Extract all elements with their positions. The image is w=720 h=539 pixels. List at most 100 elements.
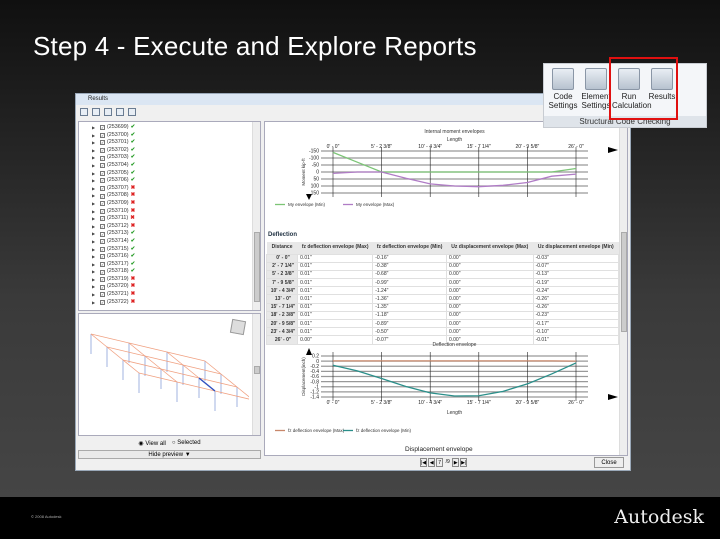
tree-item[interactable]: ▶ ✓ (253717) ✔: [92, 260, 136, 267]
checkbox[interactable]: ✓: [100, 277, 105, 283]
first-page-button[interactable]: |◀: [420, 458, 428, 467]
hide-preview-button[interactable]: Hide preview ▼: [78, 450, 261, 459]
export-icon[interactable]: [80, 107, 88, 116]
page-input[interactable]: 7: [436, 458, 444, 467]
view-cube-icon[interactable]: [229, 318, 247, 336]
next-page-button[interactable]: ▶: [452, 458, 460, 467]
expand-icon[interactable]: ▶: [92, 276, 96, 282]
ribbon-button-element-settings[interactable]: Element Settings: [579, 68, 613, 110]
expand-icon[interactable]: ▶: [92, 162, 96, 168]
checkbox[interactable]: ✓: [100, 163, 105, 169]
table-cell: -1.36": [372, 294, 447, 304]
y-tick-label: 100: [311, 184, 320, 190]
checkbox[interactable]: ✓: [100, 269, 105, 275]
expand-icon[interactable]: ▶: [92, 261, 96, 267]
tree-item[interactable]: ▶ ✓ (253706) ✔: [92, 177, 136, 184]
structure-3d-view[interactable]: [79, 314, 254, 424]
selected-radio[interactable]: ○ Selected: [171, 440, 201, 446]
checkbox[interactable]: ✓: [100, 299, 105, 305]
checkbox[interactable]: ✓: [100, 292, 105, 298]
expand-icon[interactable]: ▶: [92, 238, 96, 244]
checkbox[interactable]: ✓: [100, 170, 105, 176]
checkbox[interactable]: ✓: [100, 148, 105, 154]
checkbox[interactable]: ✓: [100, 193, 105, 199]
undo-icon[interactable]: [92, 107, 100, 116]
tree-item[interactable]: ▶ ✓ (253704) ✔: [92, 161, 136, 169]
checkbox[interactable]: ✓: [100, 239, 105, 245]
view-all-radio[interactable]: ◉ View all: [138, 440, 166, 447]
tree-item[interactable]: ▶ ✓ (253713) ✔: [92, 230, 136, 237]
tree-item[interactable]: ▶ ✓ (253715) ✔: [92, 245, 136, 252]
checkbox[interactable]: ✓: [100, 284, 105, 290]
tree-item[interactable]: ▶ ✓ (253721) ✖: [92, 291, 136, 298]
expand-icon[interactable]: ▶: [92, 292, 96, 298]
expand-icon[interactable]: ▶: [92, 155, 96, 161]
blank-icon[interactable]: [104, 107, 112, 116]
tree-scrollbar[interactable]: [252, 122, 260, 310]
tree-item[interactable]: ▶ ✓ (253700) ✔: [92, 131, 136, 138]
ribbon-button-code-settings[interactable]: Code Settings: [546, 68, 580, 110]
checkbox[interactable]: ✓: [100, 261, 105, 267]
checkbox[interactable]: ✓: [100, 155, 105, 161]
tree-item[interactable]: ▶ ✓ (253720) ✖: [92, 283, 136, 290]
expand-icon[interactable]: ▶: [92, 284, 96, 290]
expand-icon[interactable]: ▶: [92, 178, 96, 184]
expand-icon[interactable]: ▶: [92, 200, 96, 206]
tree-item[interactable]: ▶ ✓ (253711) ✖: [92, 215, 135, 222]
checkbox[interactable]: ✓: [100, 254, 105, 260]
last-page-button[interactable]: ▶|: [460, 458, 468, 467]
checkbox[interactable]: ✓: [100, 201, 105, 207]
tree-item[interactable]: ▶ ✓ (253705) ✔: [92, 169, 136, 176]
expand-icon[interactable]: ▶: [92, 170, 96, 176]
tree-item[interactable]: ▶ ✓ (253722) ✖: [92, 298, 136, 305]
tree-item[interactable]: ▶ ✓ (253712) ✖: [92, 222, 136, 230]
ribbon-button-run-calculation[interactable]: Run Calculation: [612, 68, 652, 110]
ribbon-button-results[interactable]: Results: [645, 68, 679, 101]
expand-icon[interactable]: ▶: [92, 132, 96, 138]
prev-page-button[interactable]: ◀: [428, 458, 436, 467]
checkbox[interactable]: ✓: [100, 186, 105, 192]
checkbox[interactable]: ✓: [100, 208, 105, 214]
checkbox[interactable]: ✓: [100, 216, 105, 222]
expand-icon[interactable]: ▶: [92, 125, 96, 130]
tree-item[interactable]: ▶ ✓ (253703) ✔: [92, 154, 136, 161]
expand-icon[interactable]: ▶: [92, 246, 96, 252]
preview-scrollbar[interactable]: [252, 314, 260, 435]
checkbox[interactable]: ✓: [100, 246, 105, 252]
model-preview[interactable]: [78, 313, 261, 436]
tree-item[interactable]: ▶ ✓ (253701) ✔: [92, 139, 136, 146]
tree-item[interactable]: ▶ ✓ (253718) ✔: [92, 268, 136, 275]
checkbox[interactable]: ✓: [100, 132, 105, 138]
checkbox[interactable]: ✓: [100, 140, 105, 146]
expand-icon[interactable]: ▶: [92, 140, 96, 146]
expand-icon[interactable]: ▶: [92, 216, 96, 222]
expand-icon[interactable]: ▶: [92, 185, 96, 191]
tree-item[interactable]: ▶ ✓ (253709) ✖: [92, 199, 136, 207]
expand-icon[interactable]: ▶: [92, 269, 96, 275]
tree-item[interactable]: ▶ ✓ (253708) ✖: [92, 192, 136, 199]
tree-item[interactable]: ▶ ✓ (253716) ✔: [92, 253, 136, 260]
checkbox[interactable]: ✓: [100, 125, 105, 131]
close-button[interactable]: Close: [594, 457, 624, 468]
expand-icon[interactable]: ▶: [92, 254, 96, 260]
expand-icon[interactable]: ▶: [92, 299, 96, 305]
excel-icon[interactable]: [128, 107, 136, 116]
tree-item[interactable]: ▶ ✓ (253710) ✖: [92, 207, 136, 214]
report-scrollbar[interactable]: [619, 122, 627, 455]
tree-item[interactable]: ▶ ✓ (253702) ✔: [92, 146, 136, 154]
tree-item[interactable]: ▶ ✓ (253699) ✔: [92, 124, 136, 131]
checkbox[interactable]: ✓: [100, 224, 105, 230]
beam-member: [128, 342, 146, 357]
expand-icon[interactable]: ▶: [92, 208, 96, 214]
expand-icon[interactable]: ▶: [92, 231, 96, 237]
expand-icon[interactable]: ▶: [92, 223, 96, 229]
expand-icon[interactable]: ▶: [92, 193, 96, 199]
filter-icon[interactable]: [116, 107, 124, 116]
tree-item[interactable]: ▶ ✓ (253714) ✔: [92, 237, 136, 245]
checkbox[interactable]: ✓: [100, 178, 105, 184]
expand-icon[interactable]: ▶: [92, 147, 96, 153]
table-cell: 0.00": [445, 269, 534, 280]
tree-item[interactable]: ▶ ✓ (253719) ✖: [92, 275, 136, 283]
checkbox[interactable]: ✓: [100, 231, 105, 237]
tree-item[interactable]: ▶ ✓ (253707) ✖: [92, 184, 136, 192]
